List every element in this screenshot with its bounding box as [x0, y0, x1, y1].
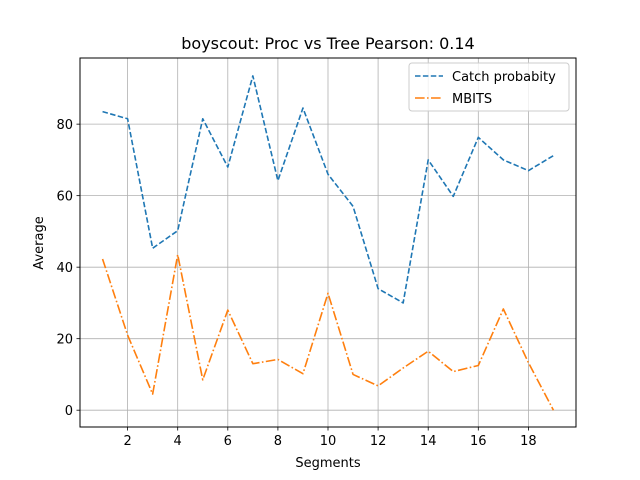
x-tick-label: 14	[420, 434, 437, 449]
legend-box	[408, 62, 570, 112]
x-tick-label: 18	[520, 434, 537, 449]
axis-ticks: 2 4 6 8 10 12 14 16 18 0 20 40 60 80	[56, 118, 536, 449]
x-axis-label: Segments	[295, 456, 361, 471]
gridlines	[80, 58, 576, 427]
y-tick-label: 80	[56, 118, 73, 133]
plot-lines	[101, 75, 555, 411]
y-axis-label: Average	[32, 216, 47, 269]
x-tick-label: 8	[274, 434, 282, 449]
x-tick-label: 2	[123, 434, 131, 449]
legend: Catch probabity MBITS	[408, 62, 570, 112]
x-tick-label: 12	[370, 434, 387, 449]
x-tick-label: 16	[470, 434, 487, 449]
x-tick-label: 4	[174, 434, 182, 449]
series-line-mbits	[101, 253, 555, 411]
y-tick-label: 40	[56, 261, 73, 276]
series-line-catch-probabity	[102, 75, 554, 304]
legend-label-mbits: MBITS	[452, 92, 492, 107]
x-tick-label: 6	[224, 434, 232, 449]
y-tick-label: 20	[56, 333, 73, 348]
y-tick-label: 0	[65, 404, 73, 419]
x-tick-label: 10	[320, 434, 337, 449]
chart-title: boyscout: Proc vs Tree Pearson: 0.14	[181, 34, 474, 53]
y-tick-label: 60	[56, 190, 73, 205]
legend-label-catch-probabity: Catch probabity	[452, 70, 556, 85]
